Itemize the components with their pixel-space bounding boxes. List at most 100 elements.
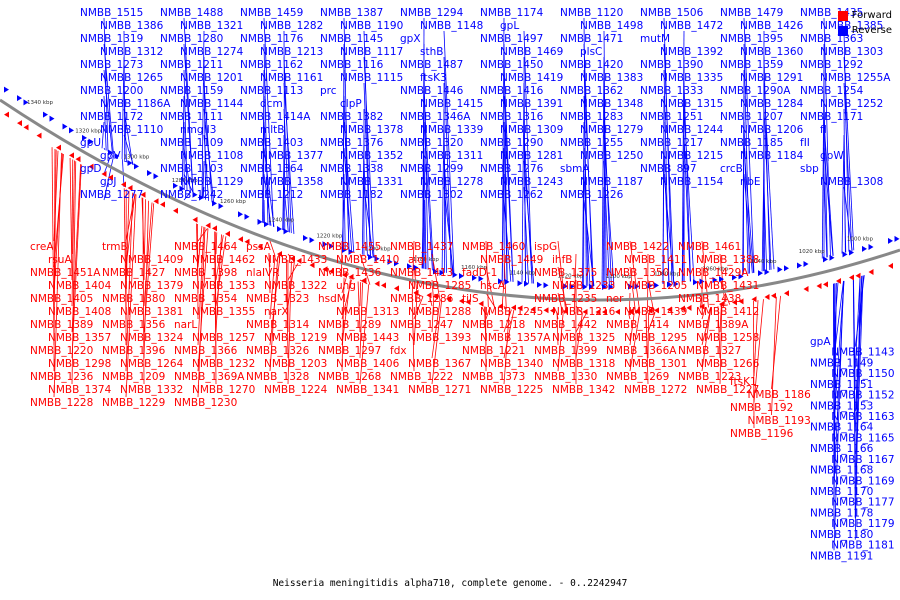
- reverse-gene: [712, 276, 718, 283]
- reverse-gene-label: NMBB_1472: [660, 20, 723, 32]
- reverse-gene: [407, 263, 412, 270]
- leader-line: [268, 253, 271, 294]
- forward-gene-label: NMBB_1143: [831, 347, 894, 359]
- leader-line: [603, 160, 610, 286]
- forward-gene-label: NMBB_1236: [30, 371, 94, 383]
- forward-gene: [582, 308, 588, 315]
- forward-gene-label: NMBB_1193: [748, 415, 811, 427]
- leader-line: [503, 95, 514, 282]
- forward-gene-label: NMBB_1170: [810, 486, 873, 498]
- reverse-gene-label: NMBB_1174: [480, 7, 544, 19]
- reverse-gene: [49, 115, 55, 122]
- forward-gene: [329, 268, 334, 275]
- leader-line: [71, 160, 75, 307]
- reverse-gene: [602, 283, 607, 290]
- forward-gene-label: NMBB_1225: [480, 384, 543, 396]
- reverse-gene-label: NMBB_1186A: [100, 98, 171, 110]
- leader-line: [843, 160, 847, 253]
- forward-gene-label: NMBB_1464: [174, 241, 238, 253]
- forward-gene: [595, 308, 601, 315]
- forward-gene-label: NMBB_1222: [390, 371, 453, 383]
- leader-line: [123, 134, 134, 166]
- leader-line: [215, 235, 224, 281]
- reverse-gene: [277, 226, 282, 233]
- reverse-gene-label: sbmA: [560, 163, 590, 175]
- leader-line: [359, 282, 362, 307]
- forward-gene-label: NMBB_1167: [831, 454, 894, 466]
- leader-line: [743, 17, 755, 273]
- forward-gene: [836, 278, 841, 285]
- reverse-gene: [329, 243, 334, 250]
- reverse-gene-label: NMBB_1403: [240, 137, 303, 149]
- forward-gene: [550, 307, 555, 314]
- forward-gene-label: NMBB_1350: [606, 267, 669, 279]
- legend-forward: Forward: [837, 8, 892, 23]
- reverse-gene-label: NMBB_1290: [480, 137, 543, 149]
- leader-line: [101, 121, 105, 149]
- forward-gene-label: NMBB_1318: [552, 358, 615, 370]
- leader-line: [823, 95, 828, 258]
- reverse-gene-label: gpL: [500, 20, 519, 32]
- reverse-gene-label: NMBB_1359: [720, 59, 783, 71]
- leader-line: [701, 307, 712, 372]
- reverse-gene: [199, 194, 204, 201]
- forward-gene-label: NMBB_1399: [534, 345, 597, 357]
- reverse-gene-label: NMBB_1250: [580, 150, 643, 162]
- forward-gene-label: NMBB_1286: [390, 293, 454, 305]
- leader-line: [841, 134, 845, 254]
- reverse-gene-label: gpD: [80, 163, 101, 175]
- forward-gene: [732, 299, 737, 306]
- tick-label: 1140 kbp: [509, 271, 535, 277]
- forward-gene: [4, 111, 9, 118]
- reverse-gene: [459, 272, 464, 279]
- reverse-gene-label: NMBB_1176: [240, 33, 304, 45]
- reverse-gene: [322, 241, 328, 248]
- leader-line: [263, 43, 269, 225]
- leader-line: [357, 281, 361, 333]
- leader-line: [602, 186, 605, 286]
- leader-line: [361, 134, 365, 255]
- forward-gene-label: NMBB_1408: [48, 306, 111, 318]
- leader-line: [771, 296, 777, 416]
- reverse-gene-label: NMBB_1303: [820, 46, 883, 58]
- reverse-gene: [472, 274, 477, 281]
- leader-line: [557, 240, 567, 314]
- forward-gene-label: pssA: [246, 241, 272, 253]
- leader-line: [103, 43, 114, 155]
- forward-gene-label: NMBB_1356: [102, 319, 166, 331]
- leader-line: [663, 173, 675, 284]
- reverse-gene-label: NMBB_1129: [180, 176, 243, 188]
- forward-gene-label: NMBB_1192: [730, 402, 793, 414]
- leader-line: [363, 186, 374, 258]
- reverse-gene-label: NMBB_1312: [100, 46, 163, 58]
- leader-line: [583, 69, 594, 286]
- leader-line: [603, 134, 615, 286]
- forward-gene-label: NMBB_1269: [606, 371, 669, 383]
- forward-gene: [238, 236, 243, 243]
- forward-gene: [784, 290, 789, 297]
- leader-line: [823, 147, 834, 256]
- reverse-gene: [673, 280, 679, 287]
- reverse-gene-label: NMBB_1311: [420, 150, 483, 162]
- tick-label: 1100 kbp: [606, 274, 632, 280]
- reverse-gene-label: NMBB_1187: [580, 176, 643, 188]
- forward-gene: [563, 308, 568, 315]
- forward-gene-label: NMBB_1218: [462, 319, 525, 331]
- forward-gene: [101, 170, 107, 177]
- legend-reverse: Reverse: [837, 23, 892, 38]
- forward-gene-label: NMBB_1196: [730, 428, 794, 440]
- leader-line: [503, 309, 515, 359]
- leader-line: [285, 259, 289, 359]
- leader-line: [573, 253, 577, 314]
- forward-gene: [244, 238, 250, 245]
- reverse-gene-label: NMBB_1506: [640, 7, 704, 19]
- leader-line: [71, 164, 82, 359]
- forward-gene-label: rsuA: [48, 254, 72, 266]
- reverse-gene-label: NMBB_1215: [660, 150, 723, 162]
- forward-gene: [465, 298, 471, 305]
- leader-line: [629, 240, 641, 314]
- reverse-gene: [582, 283, 588, 290]
- forward-gene: [517, 305, 523, 312]
- leader-line: [282, 160, 285, 231]
- reverse-gene-label: NMBB_1299: [400, 163, 463, 175]
